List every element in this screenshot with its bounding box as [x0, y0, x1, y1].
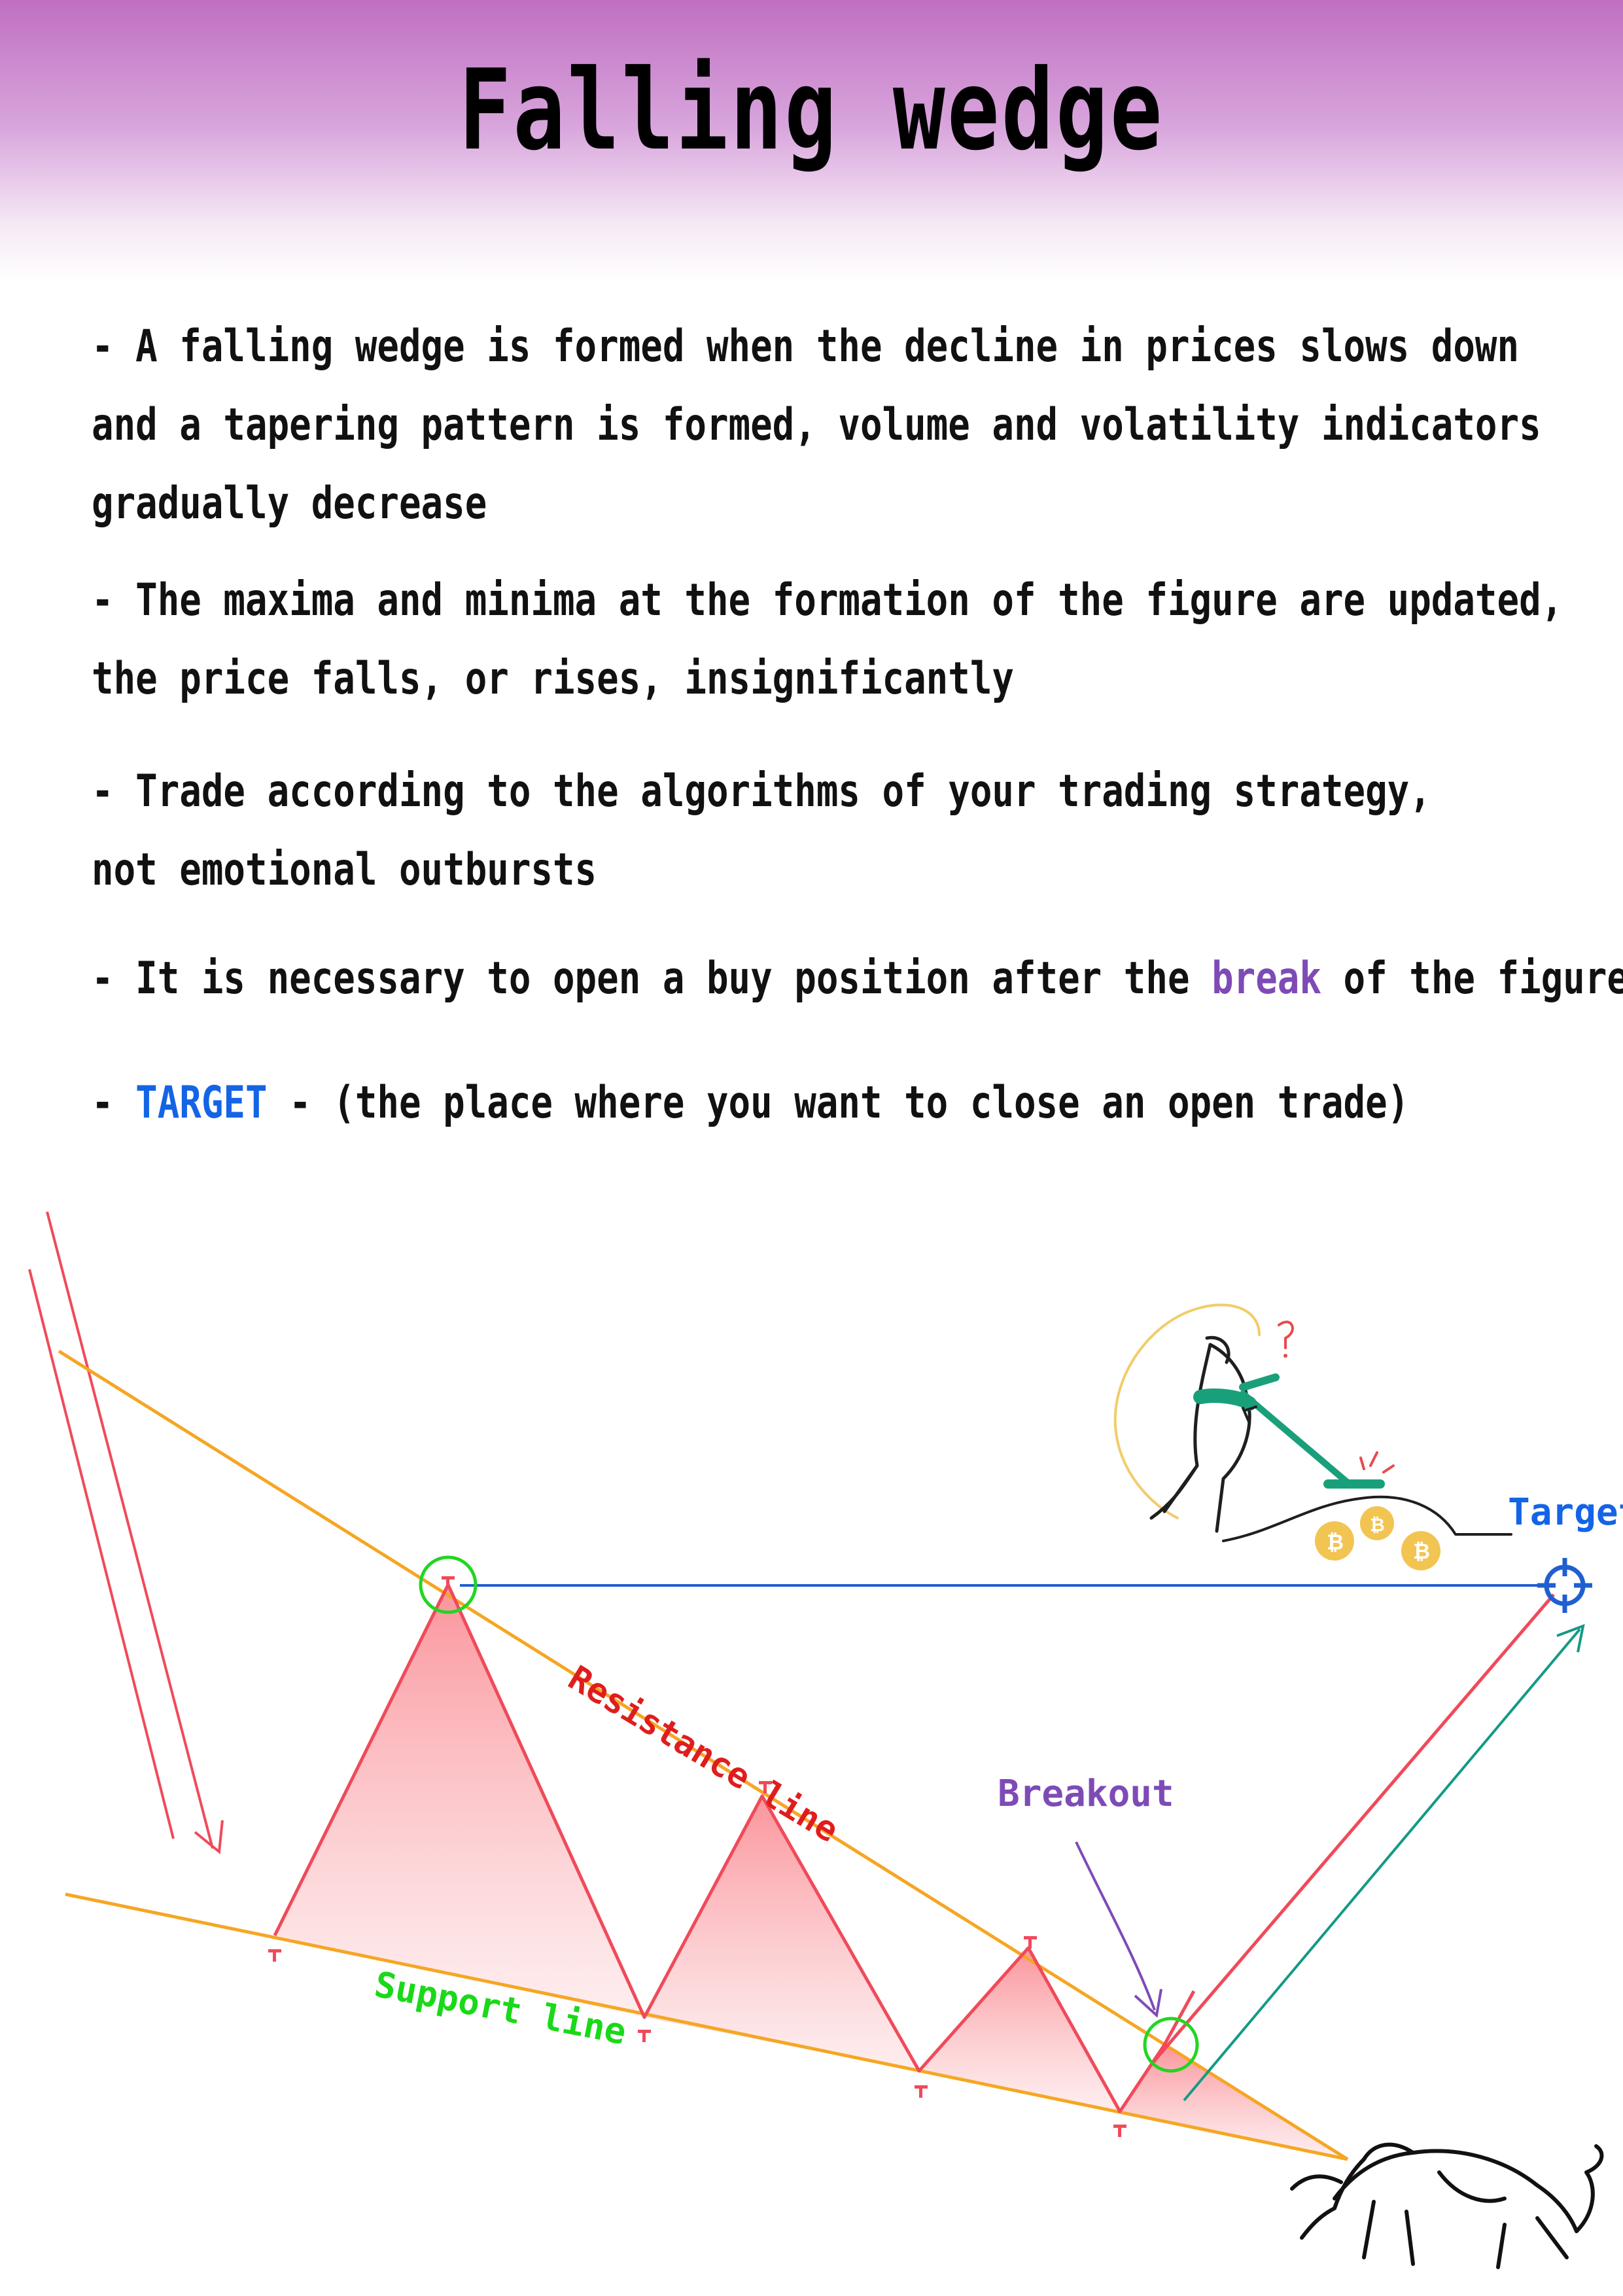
- svg-text:₿: ₿: [1413, 1539, 1430, 1564]
- breakout-pointer-arrow: [1075, 1841, 1156, 2011]
- falling-wedge-diagram: Resistance line Support line Breakout Ta…: [28, 1211, 1623, 2269]
- target-label: Target: [1508, 1491, 1623, 1534]
- bullet-5-text-after: - (the place where you want to close an …: [267, 1077, 1410, 1129]
- bullet-3-line-2: not emotional outbursts: [92, 844, 597, 896]
- support-line: [65, 1892, 1348, 2161]
- downtrend-arrow-line-1: [46, 1211, 214, 1849]
- downtrend-arrowhead: [194, 1820, 224, 1854]
- crosshair-icon: [1537, 1558, 1592, 1613]
- bullet-list: - A falling wedge is formed when the dec…: [92, 308, 1623, 1142]
- pivot-marker: [915, 2085, 928, 2098]
- svg-text:₿: ₿: [1370, 1514, 1385, 1536]
- wedge-fill-3: [919, 1948, 1120, 2111]
- pivot-marker: [268, 1949, 281, 1962]
- downtrend-arrow-line-2: [28, 1269, 175, 1839]
- pivot-marker: [442, 1576, 455, 1589]
- breakout-circle: [1143, 2017, 1199, 2073]
- bullet-1-line-1: - A falling wedge is formed when the dec…: [92, 321, 1520, 372]
- wedge-fill-2: [644, 1796, 919, 2071]
- header-band: [0, 0, 1623, 281]
- bullet-4-text-after: of the figure: [1321, 953, 1623, 1004]
- bullet-2: - The maxima and minima at the formation…: [92, 561, 1563, 718]
- resistance-label: Resistance line: [561, 1659, 845, 1850]
- resistance-line: [58, 1349, 1349, 2161]
- bullet-4-text-before: - It is necessary to open a buy position…: [92, 953, 1212, 1004]
- bullet-1-line-2: and a tapering pattern is formed, volume…: [92, 399, 1541, 451]
- bullet-1: - A falling wedge is formed when the dec…: [92, 308, 1541, 543]
- pivot-marker: [759, 1781, 772, 1793]
- momentum-arrowhead: [1556, 1623, 1585, 1653]
- pivot-marker: [1024, 1936, 1037, 1949]
- keyword-break: break: [1212, 953, 1321, 1004]
- treasure-hunter-illustration: ₿ ₿ ₿: [1113, 1303, 1512, 1570]
- price-path: [273, 1583, 1196, 2113]
- bullet-4: - It is necessary to open a buy position…: [92, 940, 1623, 1018]
- page-title: Falling wedge: [459, 46, 1164, 175]
- peak-circle: [419, 1555, 478, 1614]
- svg-text:₿: ₿: [1327, 1530, 1344, 1555]
- wedge-fill-4: [1120, 2045, 1348, 2159]
- bull-icon: [1290, 2142, 1604, 2269]
- bullet-3-line-1: - Trade according to the algorithms of y…: [92, 766, 1431, 817]
- bullet-5-text-before: -: [92, 1077, 136, 1129]
- momentum-arrow-line: [1183, 1628, 1581, 2102]
- breakout-label: Breakout: [998, 1773, 1174, 1815]
- breakout-rally-line: [1150, 1593, 1555, 2066]
- pivot-markers: [268, 1576, 1126, 2137]
- keyword-target: TARGET: [135, 1077, 268, 1129]
- bullet-2-line-2: the price falls, or rises, insignificant…: [92, 653, 1014, 705]
- breakout-pointer-arrowhead: [1134, 1988, 1162, 2018]
- wedge-fill-1: [275, 1585, 644, 2017]
- bullet-1-line-3: gradually decrease: [92, 478, 487, 529]
- pivot-marker: [638, 2030, 651, 2042]
- bullet-5: - TARGET - (the place where you want to …: [92, 1064, 1409, 1142]
- bullet-3: - Trade according to the algorithms of y…: [92, 752, 1431, 910]
- bullet-2-line-1: - The maxima and minima at the formation…: [92, 574, 1563, 626]
- pivot-marker: [1113, 2125, 1126, 2137]
